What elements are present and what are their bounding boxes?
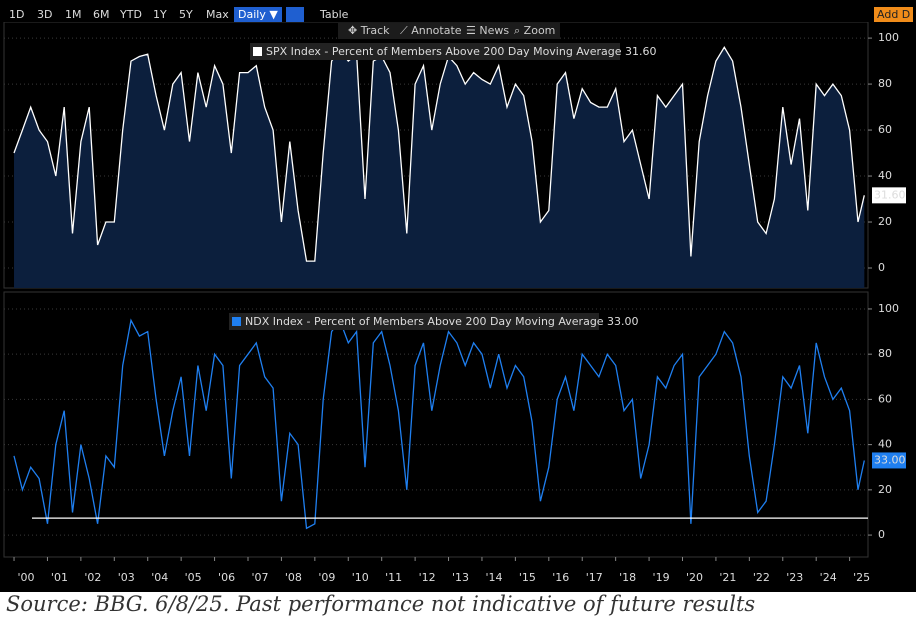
range-button[interactable]: YTD bbox=[120, 8, 142, 21]
chart: 0 20 40 60 80 100 SPX Index - Percent of Membe… bbox=[0, 22, 916, 592]
x-tick-label: '18 bbox=[619, 571, 636, 584]
x-tick-label: '03 bbox=[118, 571, 135, 584]
x-tick-label: '21 bbox=[719, 571, 736, 584]
line bbox=[13, 46, 865, 262]
range-button[interactable]: 1Y bbox=[153, 8, 167, 21]
legend-swatch bbox=[253, 47, 262, 56]
last-value-tag bbox=[872, 187, 906, 204]
table-button[interactable]: Table bbox=[320, 8, 349, 21]
last-value-tag bbox=[872, 452, 906, 469]
interval-dropdown[interactable]: Daily ▼ bbox=[234, 7, 282, 22]
x-tick-label: '07 bbox=[251, 571, 268, 584]
range-button[interactable]: 5Y bbox=[179, 8, 193, 21]
last-value-label: 31.60 bbox=[874, 188, 906, 201]
y-tick-label: 20 bbox=[878, 483, 892, 496]
x-tick-label: '04 bbox=[151, 571, 168, 584]
x-tick-label: '05 bbox=[185, 571, 202, 584]
legend-box bbox=[250, 43, 620, 60]
tool-button[interactable]: ⟋ Annotate bbox=[400, 24, 462, 37]
y-tick-label: 0 bbox=[878, 261, 885, 274]
y-tick-label: 60 bbox=[878, 392, 892, 405]
x-tick-label: '23 bbox=[786, 571, 803, 584]
tool-label[interactable]: Zoom bbox=[523, 24, 556, 37]
tool-button[interactable]: ⌕ Zoom bbox=[514, 24, 556, 37]
legend-swatch bbox=[232, 317, 241, 326]
x-tick-label: '10 bbox=[352, 571, 369, 584]
x-tick-label: '24 bbox=[820, 571, 837, 584]
chart-tools: ✥ Track ⟋ Annotate ☰ News ⌕ Zoom bbox=[338, 23, 560, 39]
add-button[interactable]: Add D bbox=[874, 7, 914, 22]
legend-label: NDX Index - Percent of Members Above 200… bbox=[245, 315, 639, 328]
legend-label: SPX Index - Percent of Members Above 200… bbox=[266, 45, 656, 58]
x-tick-label: '13 bbox=[452, 571, 469, 584]
y-tick-label: 60 bbox=[878, 123, 892, 136]
y-tick-label: 20 bbox=[878, 215, 892, 228]
range-button[interactable]: 1D bbox=[9, 8, 25, 21]
x-tick-label: '20 bbox=[686, 571, 703, 584]
chart-type-button[interactable] bbox=[286, 7, 304, 22]
x-tick-label: '08 bbox=[285, 571, 302, 584]
tool-button[interactable]: ☰ News bbox=[466, 24, 510, 37]
last-value-label: 33.00 bbox=[874, 453, 906, 466]
y-tick-label: 40 bbox=[878, 169, 892, 182]
area bbox=[14, 47, 865, 288]
x-tick-label: '12 bbox=[419, 571, 436, 584]
x-tick-label: '25 bbox=[853, 571, 870, 584]
x-tick-label: '06 bbox=[218, 571, 235, 584]
y-tick-label: 80 bbox=[878, 77, 892, 90]
range-button[interactable]: 1M bbox=[65, 8, 82, 21]
x-tick-label: '15 bbox=[519, 571, 536, 584]
range-button[interactable]: 3D bbox=[37, 8, 53, 21]
tool-label[interactable]: Track bbox=[360, 24, 390, 37]
y-tick-label: 100 bbox=[878, 302, 899, 315]
x-tick-label: '19 bbox=[653, 571, 670, 584]
range-button[interactable]: Max bbox=[206, 8, 229, 21]
x-tick-label: '00 bbox=[18, 571, 35, 584]
x-tick-label: '22 bbox=[753, 571, 770, 584]
source-note: Source: BBG. 6/8/25. Past performance no… bbox=[6, 592, 756, 616]
y-tick-label: 40 bbox=[878, 438, 892, 451]
toolbar: 1D 3D 1M 6M YTD 1Y 5Y Max Daily ▼ Table … bbox=[0, 0, 916, 22]
x-tick-label: '01 bbox=[51, 571, 68, 584]
x-tick-label: '17 bbox=[586, 571, 603, 584]
tool-label[interactable]: Annotate bbox=[411, 24, 462, 37]
x-tick-label: '16 bbox=[552, 571, 569, 584]
x-tick-label: '02 bbox=[84, 571, 101, 584]
y-tick-label: 80 bbox=[878, 347, 892, 360]
y-tick-label: 0 bbox=[878, 528, 885, 541]
x-tick-label: '14 bbox=[485, 571, 502, 584]
line bbox=[13, 318, 865, 530]
tool-button[interactable]: ✥ Track bbox=[348, 24, 390, 37]
plot-area bbox=[3, 291, 869, 558]
legend-box bbox=[229, 313, 599, 330]
range-button[interactable]: 6M bbox=[93, 8, 110, 21]
x-tick-label: '09 bbox=[318, 571, 335, 584]
tool-label[interactable]: News bbox=[479, 24, 510, 37]
x-tick-label: '11 bbox=[385, 571, 402, 584]
y-tick-label: 100 bbox=[878, 31, 899, 44]
